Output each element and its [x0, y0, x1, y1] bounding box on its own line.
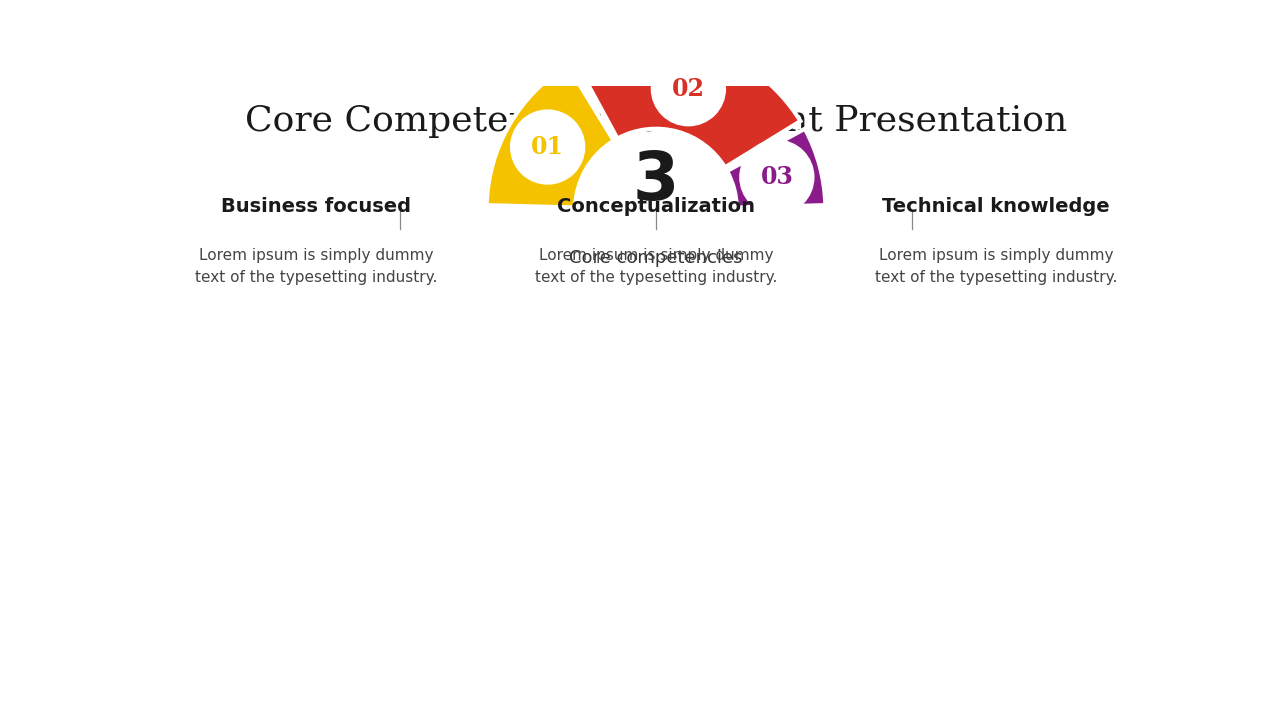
Text: Lorem ipsum is simply dummy
text of the typesetting industry.: Lorem ipsum is simply dummy text of the …: [874, 248, 1117, 285]
Text: Technical knowledge: Technical knowledge: [882, 197, 1110, 216]
Wedge shape: [486, 66, 613, 207]
Text: 03: 03: [760, 165, 794, 189]
Text: 01: 01: [531, 135, 564, 159]
Text: Lorem ipsum is simply dummy
text of the typesetting industry.: Lorem ipsum is simply dummy text of the …: [535, 248, 777, 285]
Circle shape: [511, 110, 585, 184]
Text: 02: 02: [672, 77, 705, 101]
Circle shape: [652, 52, 726, 126]
Text: Core competencies: Core competencies: [570, 249, 742, 267]
Text: Conceptualization: Conceptualization: [557, 197, 755, 216]
Circle shape: [740, 140, 814, 214]
Text: 3: 3: [632, 148, 680, 215]
Wedge shape: [727, 129, 826, 207]
Text: Lorem ipsum is simply dummy
text of the typesetting industry.: Lorem ipsum is simply dummy text of the …: [195, 248, 438, 285]
Text: Core Competencies PowerPoint Presentation: Core Competencies PowerPoint Presentatio…: [244, 104, 1068, 138]
Wedge shape: [575, 40, 800, 167]
Text: Business focused: Business focused: [221, 197, 411, 216]
